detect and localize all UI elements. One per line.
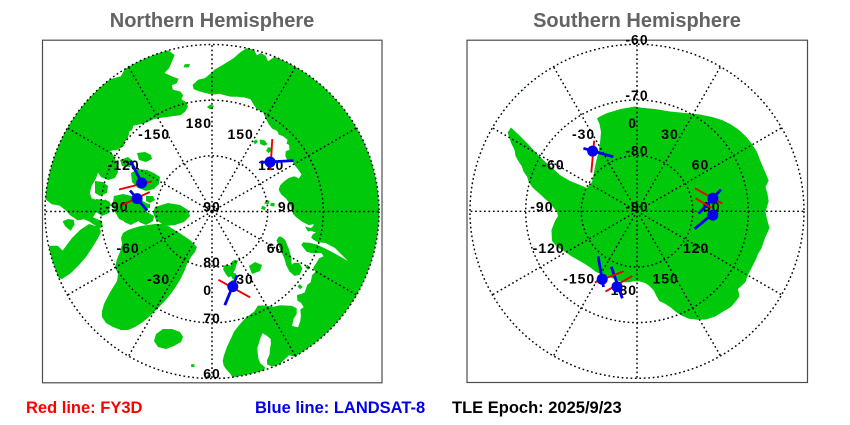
- svg-text:30: 30: [661, 126, 679, 142]
- svg-text:-80: -80: [625, 143, 648, 159]
- svg-text:-90: -90: [105, 199, 128, 215]
- svg-text:Blue line: LANDSAT-8: Blue line: LANDSAT-8: [255, 399, 425, 417]
- svg-text:-150: -150: [563, 271, 595, 287]
- svg-text:Southern Hemisphere: Southern Hemisphere: [533, 10, 741, 32]
- svg-text:-60: -60: [625, 31, 648, 47]
- svg-text:-30: -30: [147, 271, 170, 287]
- svg-text:Northern Hemisphere: Northern Hemisphere: [110, 10, 315, 32]
- svg-text:150: 150: [227, 126, 253, 142]
- svg-text:-60: -60: [541, 157, 564, 173]
- svg-text:0: 0: [628, 115, 637, 131]
- svg-text:180: 180: [186, 115, 212, 131]
- svg-text:30: 30: [236, 271, 254, 287]
- svg-text:-120: -120: [533, 240, 565, 256]
- svg-text:TLE Epoch: 2025/9/23: TLE Epoch: 2025/9/23: [452, 399, 622, 417]
- svg-text:90: 90: [203, 199, 221, 215]
- svg-text:80: 80: [203, 254, 221, 270]
- svg-text:70: 70: [203, 310, 221, 326]
- svg-text:60: 60: [203, 366, 221, 382]
- svg-text:-150: -150: [138, 126, 170, 142]
- svg-text:150: 150: [652, 271, 678, 287]
- svg-text:60: 60: [267, 240, 285, 256]
- svg-text:-70: -70: [625, 87, 648, 103]
- svg-text:Red line: FY3D: Red line: FY3D: [26, 399, 143, 417]
- svg-text:-90: -90: [530, 198, 553, 214]
- svg-text:90: 90: [278, 199, 296, 215]
- svg-text:-60: -60: [116, 240, 139, 256]
- svg-text:-30: -30: [572, 126, 595, 142]
- svg-text:0: 0: [203, 282, 212, 298]
- svg-text:-90: -90: [625, 198, 648, 214]
- svg-text:60: 60: [692, 157, 710, 173]
- svg-text:120: 120: [683, 240, 709, 256]
